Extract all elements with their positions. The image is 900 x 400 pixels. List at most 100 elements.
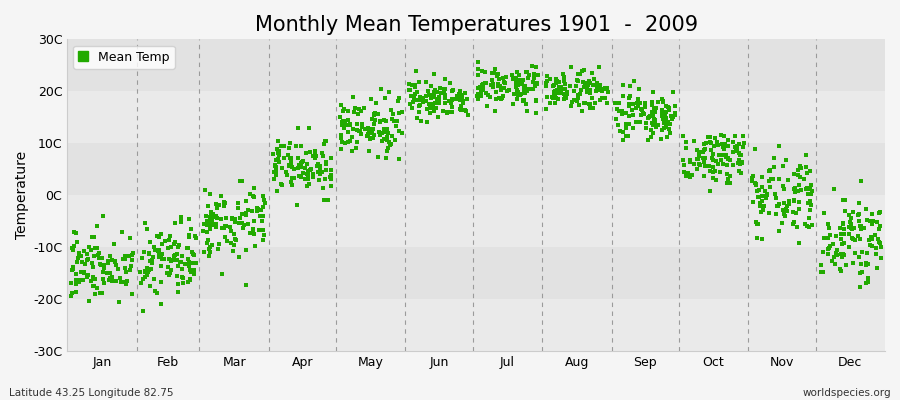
Point [162, 272, 176, 278]
Point [509, 68, 524, 75]
Point [657, 125, 671, 132]
Point [707, 143, 722, 149]
Point [526, 71, 541, 78]
Point [152, 252, 166, 258]
Point [608, 100, 623, 106]
Point [647, 116, 662, 122]
Point [552, 84, 566, 90]
Point [518, 90, 533, 96]
Point [284, 154, 298, 161]
Point [138, 220, 152, 226]
Point [567, 88, 581, 94]
Point [238, 246, 253, 253]
Point [267, 176, 282, 182]
Point [442, 98, 456, 104]
Point [229, 237, 243, 244]
Point [667, 102, 681, 109]
Point [590, 86, 604, 92]
Point [163, 270, 177, 276]
Point [71, 250, 86, 256]
Point [69, 271, 84, 278]
Point [242, 230, 256, 236]
Point [334, 134, 348, 141]
Bar [68, 39, 885, 91]
Point [86, 260, 100, 267]
Point [184, 276, 198, 282]
Point [184, 249, 199, 256]
Point [865, 242, 879, 249]
Point [508, 75, 523, 81]
Point [633, 100, 647, 106]
Point [214, 225, 229, 231]
Point [76, 270, 91, 276]
Point [646, 130, 661, 136]
Point [859, 260, 873, 266]
Point [66, 264, 80, 270]
Point [107, 258, 122, 264]
Point [256, 213, 271, 220]
Point [868, 245, 883, 251]
Point [378, 154, 392, 161]
Point [497, 79, 511, 85]
Point [663, 130, 678, 136]
Point [865, 211, 879, 218]
Point [721, 176, 735, 182]
Point [81, 256, 95, 262]
Point [474, 87, 489, 93]
Point [125, 257, 140, 263]
Point [423, 94, 437, 101]
Point [323, 176, 338, 182]
Point [551, 96, 565, 102]
Point [284, 175, 299, 181]
Point [149, 290, 164, 296]
Point [182, 234, 196, 240]
Point [508, 91, 522, 98]
Point [174, 259, 188, 265]
Point [284, 160, 299, 167]
Point [164, 244, 178, 250]
Point [477, 69, 491, 75]
Point [120, 278, 134, 284]
Point [169, 257, 184, 264]
Point [228, 218, 242, 225]
Point [272, 159, 286, 166]
Point [166, 256, 181, 263]
Point [184, 269, 199, 275]
Point [237, 222, 251, 228]
Point [593, 82, 608, 88]
Point [372, 129, 386, 136]
Point [851, 254, 866, 260]
Point [319, 138, 333, 144]
Point [373, 118, 387, 124]
Point [312, 164, 327, 171]
Point [362, 127, 376, 133]
Text: worldspecies.org: worldspecies.org [803, 388, 891, 398]
Point [203, 209, 218, 215]
Point [271, 156, 285, 162]
Point [788, 185, 803, 192]
Point [94, 262, 108, 268]
Point [713, 168, 727, 175]
Point [519, 87, 534, 94]
Point [794, 165, 808, 171]
Point [108, 259, 122, 266]
Point [364, 116, 379, 122]
Point [628, 119, 643, 125]
Point [781, 177, 796, 184]
Point [302, 125, 317, 131]
Point [432, 98, 446, 104]
Point [661, 120, 675, 126]
Point [734, 160, 749, 166]
Point [763, 167, 778, 173]
Point [277, 154, 292, 161]
Point [523, 86, 537, 92]
Point [494, 87, 508, 93]
Point [426, 103, 440, 109]
Point [104, 275, 119, 282]
Point [870, 236, 885, 242]
Point [491, 81, 505, 88]
Point [689, 156, 704, 162]
Point [145, 260, 159, 266]
Point [295, 170, 310, 176]
Point [123, 267, 138, 273]
